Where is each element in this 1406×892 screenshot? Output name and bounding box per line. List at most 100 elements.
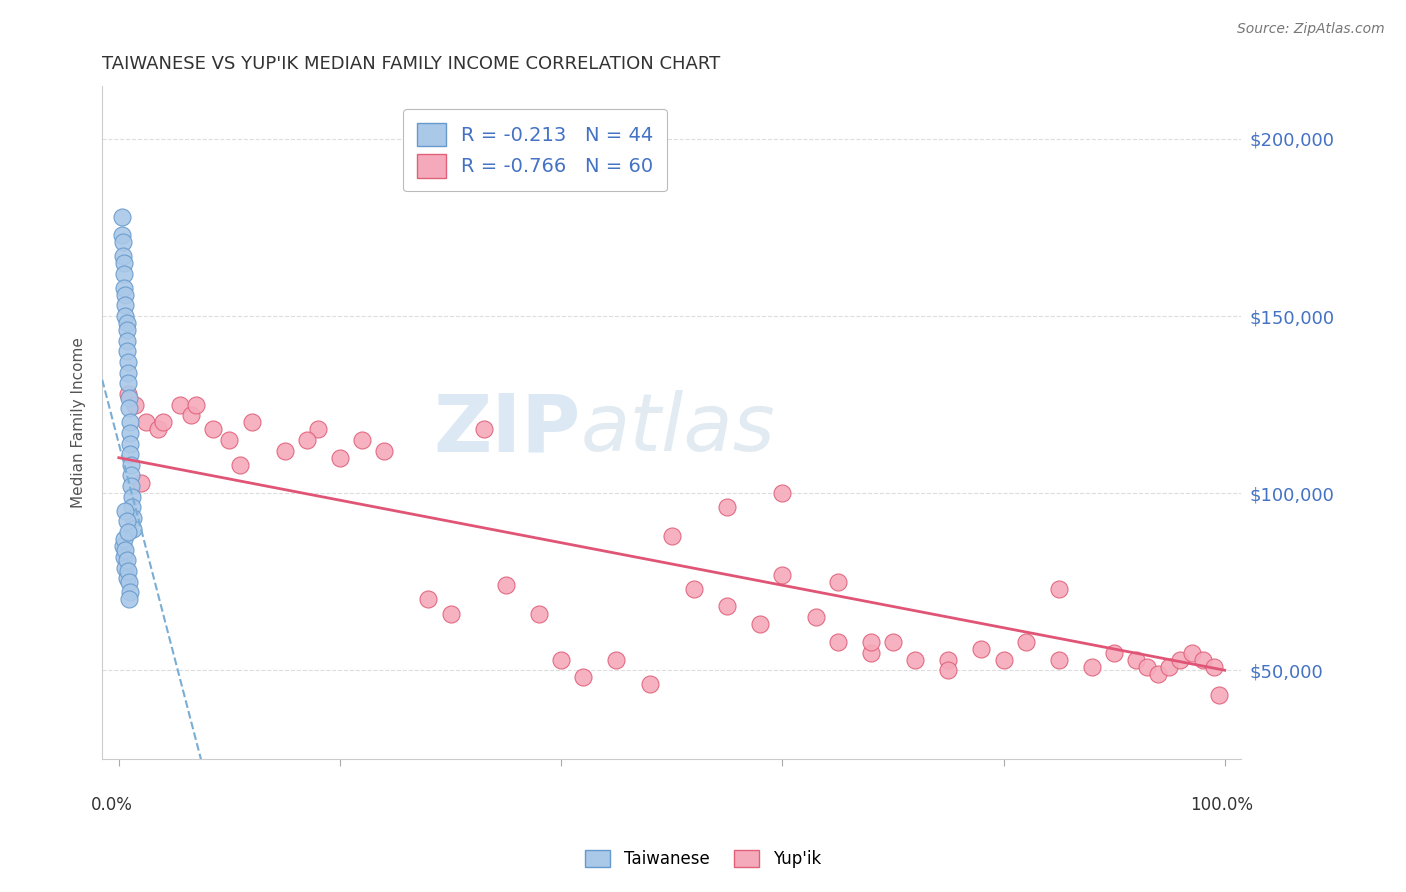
Point xyxy=(117,376,139,391)
Point xyxy=(859,635,882,649)
Point xyxy=(146,422,169,436)
Point xyxy=(1081,659,1104,673)
Point xyxy=(307,422,329,436)
Point xyxy=(716,500,738,515)
Text: TAIWANESE VS YUP'IK MEDIAN FAMILY INCOME CORRELATION CHART: TAIWANESE VS YUP'IK MEDIAN FAMILY INCOME… xyxy=(103,55,720,73)
Point xyxy=(1047,582,1070,596)
Point xyxy=(112,249,135,263)
Point xyxy=(115,323,138,337)
Point xyxy=(120,458,142,472)
Point xyxy=(118,436,141,450)
Point xyxy=(295,433,318,447)
Point xyxy=(117,387,139,401)
Point xyxy=(114,542,136,557)
Point xyxy=(1170,652,1192,666)
Text: 0.0%: 0.0% xyxy=(91,796,132,814)
Point xyxy=(118,391,141,405)
Point xyxy=(129,475,152,490)
Point xyxy=(439,607,461,621)
Point xyxy=(1208,688,1230,702)
Point xyxy=(804,610,827,624)
Point xyxy=(118,585,141,599)
Point xyxy=(329,450,352,465)
Point xyxy=(112,235,135,249)
Point xyxy=(118,415,141,429)
Point xyxy=(122,511,145,525)
Point xyxy=(683,582,706,596)
Point xyxy=(121,490,143,504)
Point xyxy=(1159,659,1181,673)
Point xyxy=(373,443,395,458)
Point xyxy=(1047,652,1070,666)
Point xyxy=(117,355,139,369)
Point xyxy=(114,309,136,323)
Point xyxy=(527,607,550,621)
Point xyxy=(135,415,157,429)
Point xyxy=(1191,652,1213,666)
Text: atlas: atlas xyxy=(581,390,775,468)
Point xyxy=(201,422,224,436)
Point xyxy=(111,227,134,242)
Point xyxy=(186,398,208,412)
Point xyxy=(936,652,959,666)
Point xyxy=(495,578,517,592)
Point xyxy=(115,344,138,359)
Point xyxy=(180,408,202,422)
Point xyxy=(118,447,141,461)
Legend: R = -0.213   N = 44, R = -0.766   N = 60: R = -0.213 N = 44, R = -0.766 N = 60 xyxy=(404,109,668,192)
Point xyxy=(770,486,793,500)
Point xyxy=(1136,659,1159,673)
Legend: Taiwanese, Yup'ik: Taiwanese, Yup'ik xyxy=(578,843,828,875)
Point xyxy=(117,525,139,540)
Point xyxy=(114,560,136,574)
Point xyxy=(115,571,138,585)
Point xyxy=(112,549,135,564)
Point xyxy=(904,652,927,666)
Point xyxy=(1014,635,1036,649)
Point xyxy=(169,398,191,412)
Point xyxy=(218,433,240,447)
Point xyxy=(112,532,135,546)
Point xyxy=(112,281,135,295)
Point xyxy=(124,398,146,412)
Point xyxy=(121,500,143,515)
Point xyxy=(827,635,849,649)
Point xyxy=(550,652,572,666)
Point xyxy=(115,316,138,330)
Point xyxy=(118,574,141,589)
Point xyxy=(112,256,135,270)
Point xyxy=(749,617,772,632)
Point xyxy=(1125,652,1147,666)
Point xyxy=(115,515,138,529)
Text: 100.0%: 100.0% xyxy=(1189,796,1253,814)
Point xyxy=(117,366,139,380)
Point xyxy=(638,677,661,691)
Point xyxy=(117,564,139,578)
Point xyxy=(152,415,174,429)
Point xyxy=(112,267,135,281)
Point xyxy=(936,663,959,677)
Point xyxy=(418,592,440,607)
Point xyxy=(1202,659,1225,673)
Point xyxy=(572,670,595,684)
Point xyxy=(120,468,142,483)
Point xyxy=(114,287,136,301)
Point xyxy=(1102,646,1125,660)
Point xyxy=(115,334,138,348)
Text: ZIP: ZIP xyxy=(433,390,581,468)
Point xyxy=(273,443,295,458)
Point xyxy=(240,415,263,429)
Point xyxy=(115,553,138,567)
Point xyxy=(112,539,135,553)
Point xyxy=(661,528,683,542)
Point xyxy=(118,425,141,440)
Point xyxy=(970,642,993,657)
Point xyxy=(120,479,142,493)
Point xyxy=(859,646,882,660)
Point xyxy=(118,401,141,416)
Point xyxy=(472,422,495,436)
Point xyxy=(1147,666,1170,681)
Point xyxy=(882,635,904,649)
Point xyxy=(122,522,145,536)
Point xyxy=(114,298,136,312)
